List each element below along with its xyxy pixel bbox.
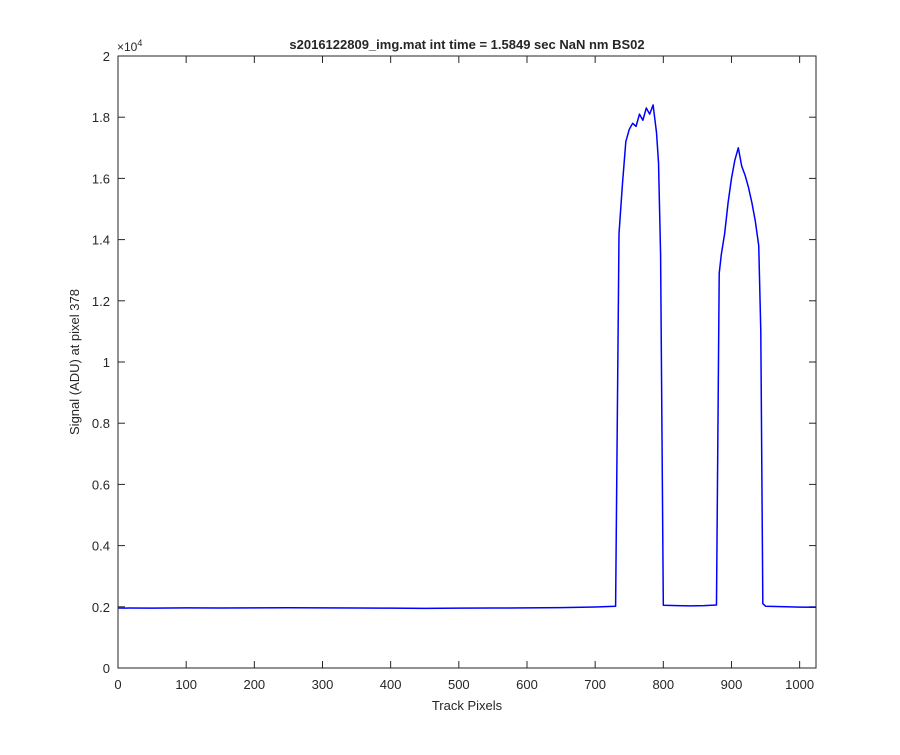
plot-area: [117, 55, 817, 669]
y-tick-label: 1.8: [92, 110, 110, 125]
axes-box: [117, 55, 817, 669]
y-exponent-power: 4: [137, 38, 142, 48]
y-tick-labels: 0 0.2 0.4 0.6 0.8 1 1.2 1.4 1.6 1.8 2: [92, 49, 110, 676]
y-tick-label: 0.8: [92, 416, 110, 431]
x-tick-label: 800: [652, 677, 674, 692]
x-axis-label: Track Pixels: [432, 698, 503, 713]
y-tick-label: 0.2: [92, 600, 110, 615]
x-tick-label: 600: [516, 677, 538, 692]
x-tick-label: 400: [380, 677, 402, 692]
y-axis-label: Signal (ADU) at pixel 378: [67, 289, 82, 435]
plot-background: [118, 56, 816, 668]
y-tick-label: 1: [103, 355, 110, 370]
signal-series-line: [117, 104, 817, 610]
y-exponent-label: ×104: [117, 38, 142, 54]
y-tick-label: 2: [103, 49, 110, 64]
x-tick-label: 500: [448, 677, 470, 692]
x-tick-label: 0: [114, 677, 121, 692]
y-tick-label: 0.6: [92, 477, 110, 492]
x-tick-label: 300: [312, 677, 334, 692]
series-layer: [117, 104, 817, 610]
x-tick-label: 1000: [785, 677, 814, 692]
x-tick-label: 900: [721, 677, 743, 692]
x-tick-label: 100: [175, 677, 197, 692]
y-tick-label: 0.4: [92, 539, 110, 554]
y-tick-label: 0: [103, 661, 110, 676]
y-tick-label: 1.2: [92, 294, 110, 309]
x-tick-label: 700: [584, 677, 606, 692]
y-tick-label: 1.6: [92, 171, 110, 186]
x-tick-label: 200: [243, 677, 265, 692]
chart-title: s2016122809_img.mat int time = 1.5849 se…: [289, 37, 644, 52]
x-tick-labels: 0 100 200 300 400 500 600 700 800 900 1000: [114, 677, 814, 692]
y-tick-label: 1.4: [92, 233, 110, 248]
y-exponent-base: ×10: [117, 40, 138, 54]
